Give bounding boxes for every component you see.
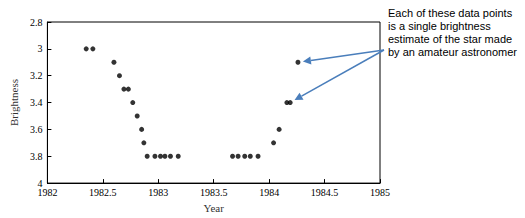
svg-text:3.2: 3.2 [30,70,43,81]
svg-text:1985: 1985 [370,187,390,198]
svg-text:1984.5: 1984.5 [311,187,339,198]
svg-text:3.6: 3.6 [30,124,43,135]
svg-text:1983: 1983 [148,187,168,198]
svg-text:Year: Year [204,202,225,214]
svg-text:Brightness: Brightness [8,79,20,126]
svg-text:2.8: 2.8 [30,17,43,28]
svg-text:is a single brightness: is a single brightness [388,20,494,32]
svg-text:4: 4 [37,177,43,189]
svg-text:3.8: 3.8 [30,151,43,162]
svg-text:1982: 1982 [37,187,57,198]
svg-text:1982.5: 1982.5 [89,187,117,198]
svg-text:3.4: 3.4 [30,97,43,108]
svg-text:3: 3 [37,43,42,54]
svg-text:estimate of the star made: estimate of the star made [388,33,515,45]
svg-text:1984: 1984 [259,187,279,198]
svg-text:Each of these data points: Each of these data points [388,7,515,19]
svg-text:1983.5: 1983.5 [200,187,228,198]
svg-text:by an amateur astronomer: by an amateur astronomer [388,46,517,58]
